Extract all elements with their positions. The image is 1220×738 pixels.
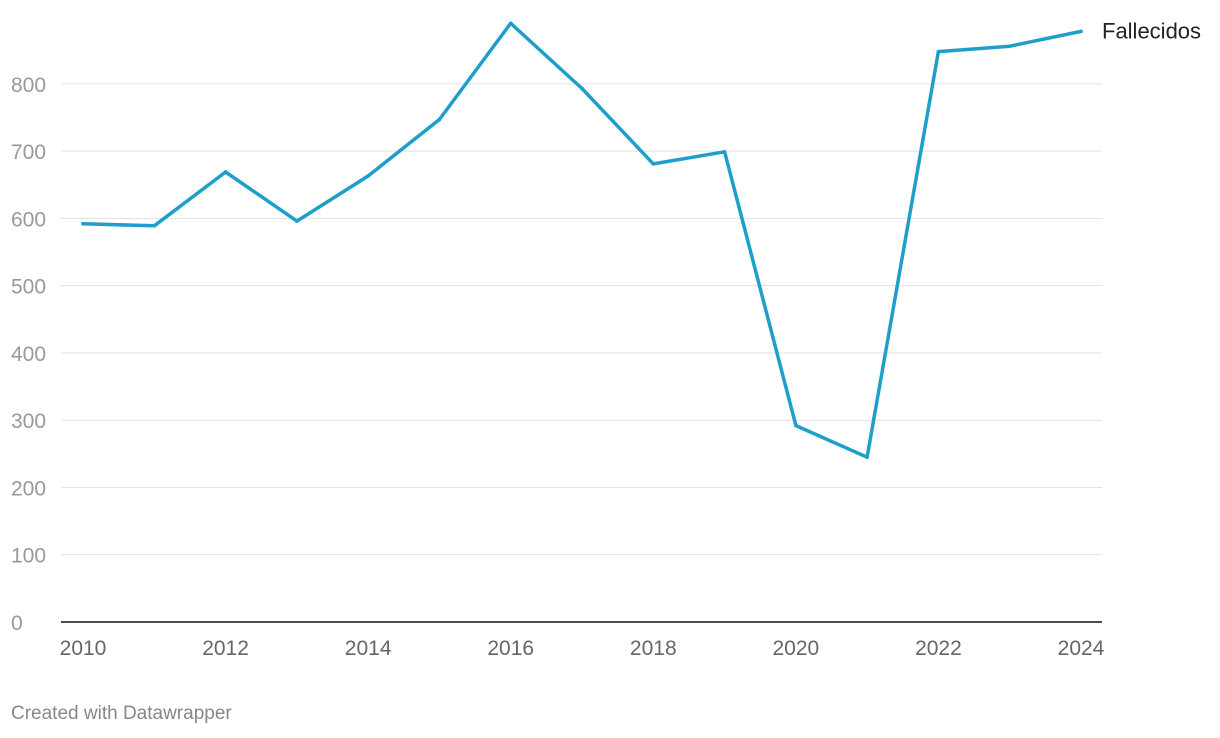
y-tick-label: 700 (11, 141, 46, 164)
x-tick-label: 2010 (60, 637, 107, 660)
data-point (508, 21, 513, 26)
data-point (580, 86, 584, 91)
data-point (865, 455, 869, 459)
series-label: Fallecidos (1102, 18, 1201, 43)
x-tick-label: 2012 (202, 637, 249, 660)
credit-text: Created with Datawrapper (11, 703, 232, 724)
data-point (722, 149, 727, 154)
x-tick-label: 2018 (630, 637, 677, 660)
data-point (152, 223, 157, 228)
y-tick-label: 0 (11, 612, 23, 635)
y-tick-label: 200 (11, 477, 46, 500)
data-point (936, 49, 941, 54)
y-tick-label: 600 (11, 208, 46, 231)
data-point (1079, 29, 1083, 34)
y-tick-label: 100 (11, 545, 46, 568)
data-point (366, 174, 370, 178)
x-axis-ticks: 2010 2012 2014 2016 2018 2020 2022 2024 (60, 637, 1105, 660)
x-tick-label: 2022 (915, 637, 962, 660)
x-tick-label: 2016 (487, 637, 534, 660)
y-tick-label: 300 (11, 410, 46, 433)
data-point (437, 117, 442, 122)
data-point (81, 221, 85, 226)
data-point (295, 219, 299, 223)
y-tick-label: 800 (11, 74, 46, 97)
gridlines (61, 83, 1102, 556)
y-tick-label: 500 (11, 276, 46, 299)
data-point (1007, 44, 1012, 48)
x-tick-label: 2024 (1058, 637, 1105, 660)
y-axis-ticks: 0 100 200 300 400 500 600 700 800 (11, 74, 46, 635)
data-point (651, 162, 656, 166)
x-tick-label: 2020 (772, 637, 819, 660)
y-tick-label: 400 (11, 343, 46, 366)
data-point (223, 170, 228, 174)
series-layer: Fallecidos (81, 18, 1201, 459)
data-point (794, 423, 798, 428)
x-tick-label: 2014 (345, 637, 392, 660)
